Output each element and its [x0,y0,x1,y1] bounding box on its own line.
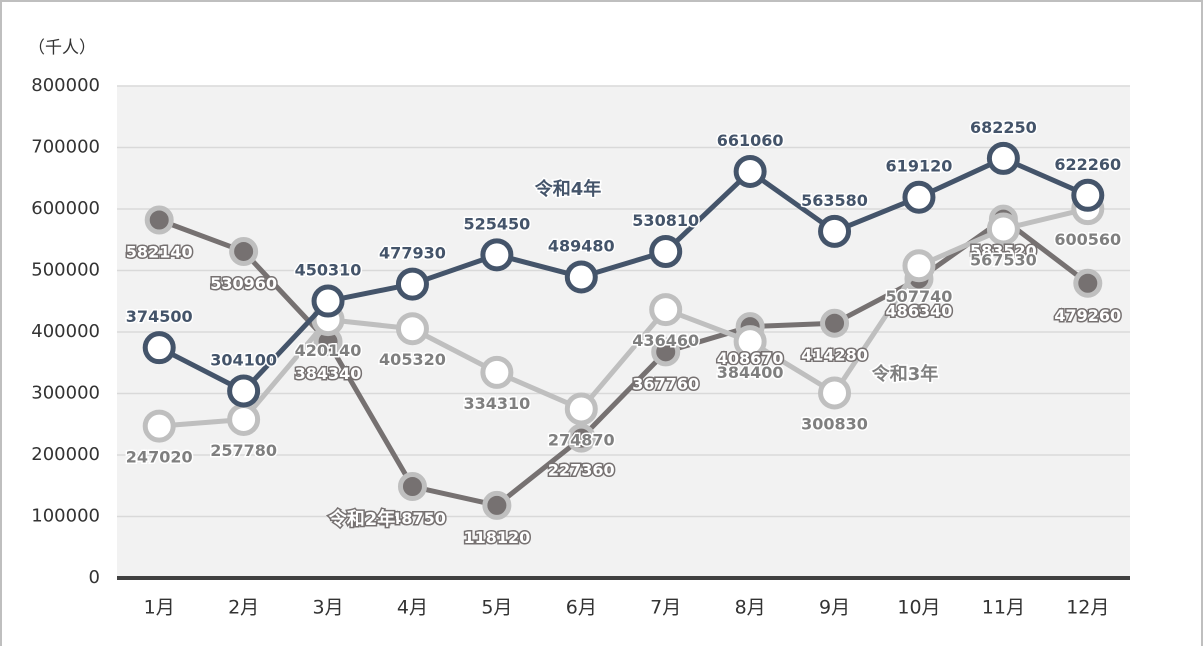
data-label: 661060 [717,131,784,150]
series-name: 令和3年 [871,363,939,385]
marker [733,154,767,188]
marker [1073,268,1103,298]
marker [649,235,683,269]
marker [395,267,429,301]
data-label: 414280 [801,346,868,365]
marker [733,325,767,359]
marker [144,205,174,235]
data-label: 334310 [463,394,530,413]
data-label: 530810 [632,211,699,230]
data-label: 436460 [632,331,699,350]
marker [227,402,261,436]
marker [820,308,850,338]
data-label: 257780 [210,441,277,460]
marker [395,312,429,346]
data-label: 567530 [970,250,1037,269]
data-label: 583520 [970,242,1037,261]
marker [480,238,514,272]
x-tick-label: 5月 [481,597,512,619]
y-tick-label: 400000 [31,321,100,342]
y-tick-label: 100000 [31,506,100,527]
marker [566,423,596,453]
y-tick-label: 0 [89,567,100,588]
x-tick-label: 9月 [819,597,850,619]
data-label: 489480 [548,236,615,255]
marker [902,249,936,283]
marker [311,284,345,318]
data-label: 477930 [379,244,446,263]
marker [902,180,936,214]
marker [649,293,683,327]
marker [986,212,1020,246]
marker [227,374,261,408]
data-label: 247020 [126,448,193,467]
data-label: 227360 [548,461,615,480]
data-label: 118120 [463,528,530,547]
x-tick-label: 8月 [735,597,766,619]
x-tick-label: 1月 [144,597,175,619]
y-unit-label: （千人） [28,38,96,58]
data-label: 374500 [126,307,193,326]
data-label: 619120 [886,157,953,176]
x-tick-label: 10月 [897,597,940,619]
data-label: 300830 [801,414,868,433]
y-tick-label: 700000 [31,137,100,158]
series-name: 令和4年 [534,178,602,200]
data-label: 507740 [886,287,953,306]
data-label: 274870 [548,430,615,449]
data-label: 384340 [295,364,362,383]
data-label: 148750 [379,509,446,528]
y-tick-label: 300000 [31,383,100,404]
data-label: 622260 [1054,155,1121,174]
x-tick-label: 6月 [566,597,597,619]
marker [229,236,259,266]
data-label: 384400 [717,363,784,382]
data-label: 408670 [717,349,784,368]
marker [818,376,852,410]
data-label: 682250 [970,118,1037,137]
y-tick-label: 600000 [31,198,100,219]
x-tick-label: 7月 [650,597,681,619]
marker [142,331,176,365]
marker [482,490,512,520]
marker [480,355,514,389]
marker [397,472,427,502]
x-tick-label: 12月 [1066,597,1109,619]
data-label: 420140 [295,341,362,360]
data-label: 479260 [1054,306,1121,325]
y-tick-label: 800000 [31,75,100,96]
data-label: 600560 [1054,230,1121,249]
data-label: 530960 [210,274,277,293]
y-tick-label: 500000 [31,260,100,281]
data-label: 582140 [126,242,193,261]
x-tick-label: 11月 [982,597,1025,619]
marker [142,409,176,443]
marker [564,260,598,294]
data-label: 304100 [210,350,277,369]
marker [651,337,681,367]
data-label: 405320 [379,350,446,369]
data-label: 486340 [886,301,953,320]
data-label: 450310 [295,261,362,280]
marker [986,141,1020,175]
x-tick-label: 4月 [397,597,428,619]
marker [1071,178,1105,212]
data-label: 367760 [632,374,699,393]
x-tick-label: 3月 [312,597,343,619]
marker [818,214,852,248]
series-name: 令和2年 [328,508,396,530]
x-tick-label: 2月 [228,597,259,619]
y-tick-label: 200000 [31,444,100,465]
data-label: 563580 [801,191,868,210]
marker [564,392,598,426]
data-label: 525450 [463,214,530,233]
